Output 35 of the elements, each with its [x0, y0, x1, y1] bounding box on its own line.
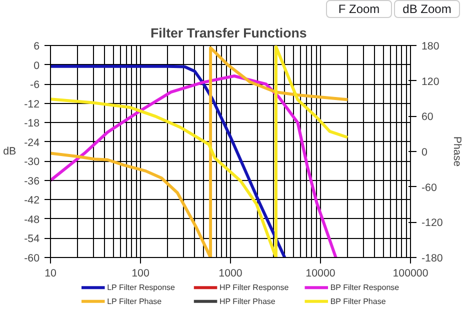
y-tick-label: 6: [34, 40, 40, 52]
y2-axis-title: Phase: [450, 136, 463, 167]
y-tick-label: 0: [34, 60, 40, 72]
text: F Zoom: [326, 0, 392, 18]
x-tick-label: 100: [132, 268, 150, 280]
y2-tick-label: 180: [422, 40, 440, 52]
y2-tick-label: -60: [422, 182, 437, 194]
legend-label: HP Filter Response: [219, 283, 290, 292]
y2-tick-label: -120: [422, 217, 443, 230]
legend-label: HP Filter Phase: [219, 296, 276, 306]
y-tick-label: -54: [24, 233, 40, 246]
legend-label: LP Filter Response: [107, 283, 176, 292]
legend-label: BP Filter Response: [330, 283, 400, 292]
y-tick-label: -24: [24, 136, 40, 149]
y-axis-title: dB: [3, 146, 16, 158]
x-tick-label: 10000: [306, 268, 336, 280]
y-tick-label: -12: [24, 98, 40, 110]
y-tick-label: -30: [24, 156, 40, 168]
text: dB Zoom: [394, 0, 460, 18]
x-tick-label: 100000: [392, 268, 428, 280]
legend-label: LP Filter Phase: [107, 296, 162, 306]
y-tick-label: -36: [24, 175, 40, 188]
y-tick-label: -48: [24, 214, 40, 226]
legend-label: BP Filter Phase: [330, 296, 386, 306]
y-tick-label: -6: [30, 79, 40, 92]
y2-tick-label: 0: [422, 146, 428, 158]
y2-tick-label: 120: [422, 76, 440, 88]
y2-tick-label: -180: [422, 252, 443, 264]
x-tick-label: 1000: [218, 268, 242, 280]
y-tick-label: -18: [24, 118, 40, 130]
y2-tick-label: 60: [422, 111, 434, 124]
chart-title: Filter Transfer Functions: [150, 26, 307, 40]
y-tick-label: -42: [24, 194, 40, 207]
y-tick-label: -60: [24, 252, 40, 264]
x-tick-label: 10: [44, 268, 56, 280]
